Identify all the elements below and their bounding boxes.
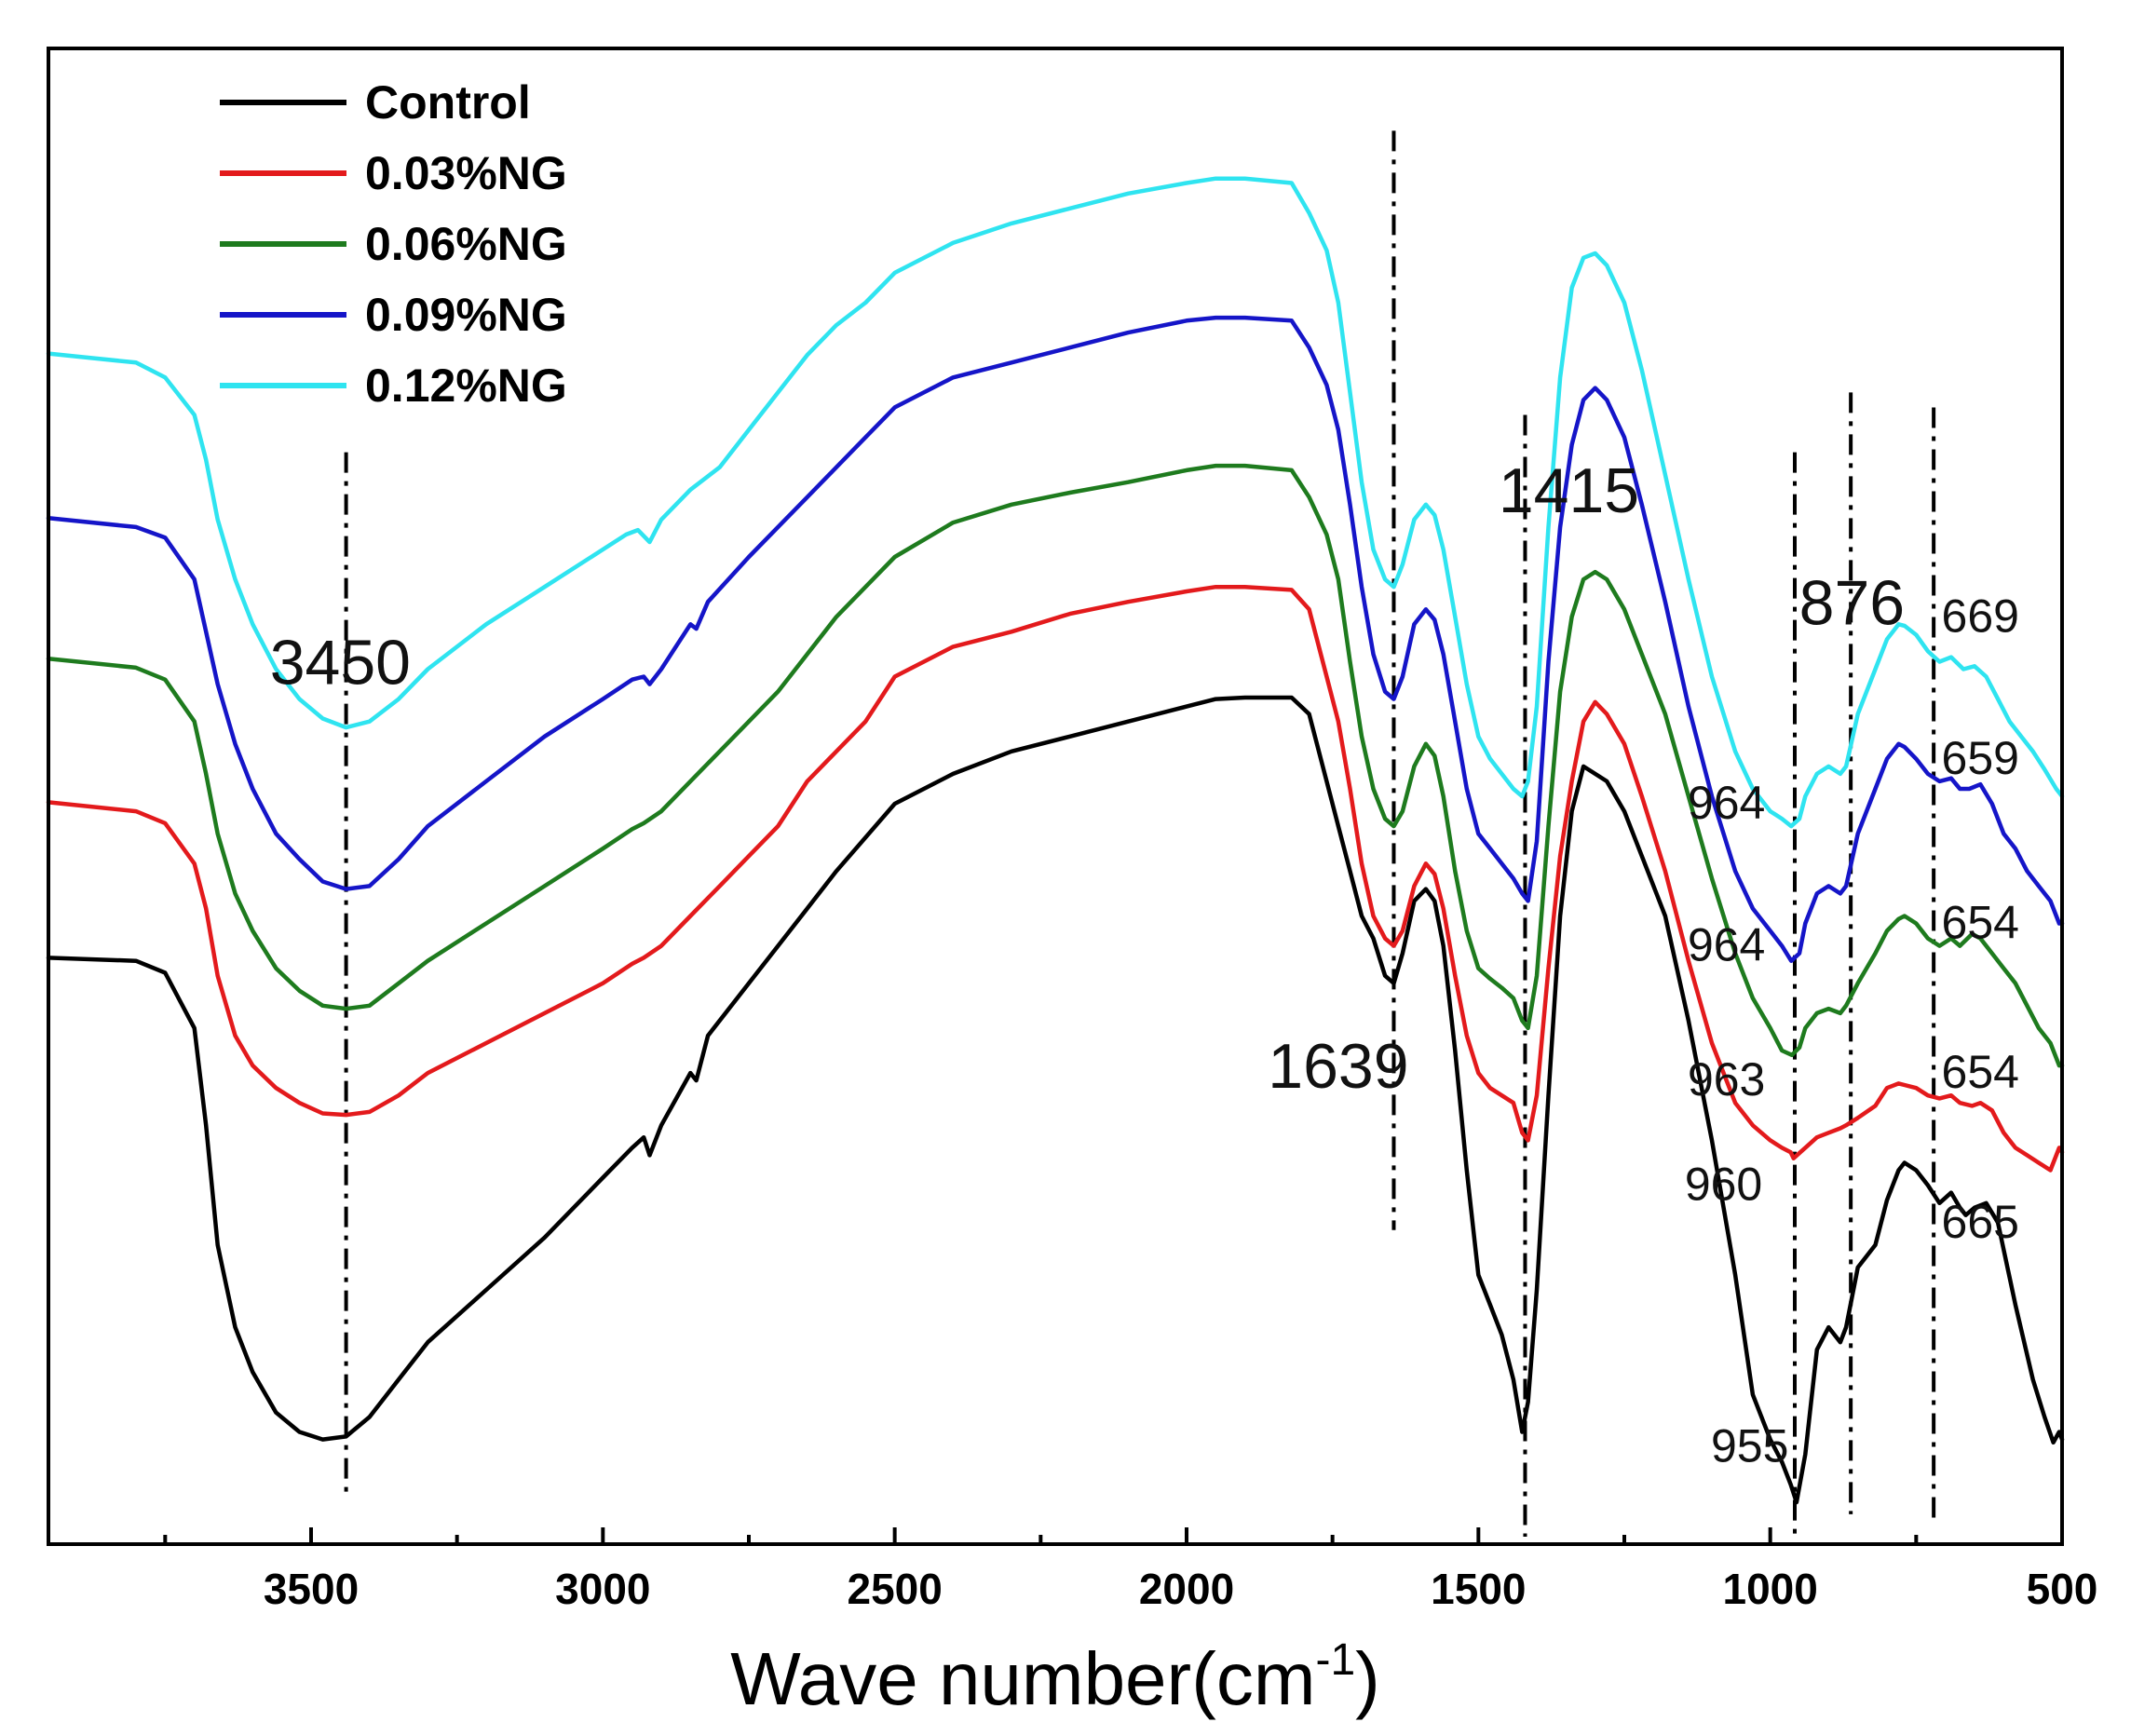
peak-label-669: 669	[1942, 590, 2019, 642]
x-tick-label: 2500	[847, 1565, 942, 1613]
series-line-0	[46, 695, 2065, 1505]
x-axis-title-close: )	[1355, 1637, 1380, 1720]
x-tick-label: 1500	[1431, 1565, 1526, 1613]
x-tick-label: 3000	[555, 1565, 650, 1613]
legend-label-4: 0.12%NG	[365, 359, 567, 412]
peak-label-964: 964	[1688, 919, 1765, 971]
series-line-3	[46, 315, 2065, 963]
series-line-4	[46, 176, 2065, 829]
peak-label-963: 963	[1688, 1053, 1765, 1105]
peak-label-1639: 1639	[1268, 1031, 1408, 1102]
plot-frame	[47, 47, 2064, 1546]
series-line-1	[46, 584, 2065, 1173]
reference-lines	[344, 130, 1936, 1537]
legend-label-0: Control	[365, 76, 531, 129]
legend: Control 0.03%NG 0.06%NG 0.09%NG 0.12%NG	[220, 76, 567, 412]
legend-label-1: 0.03%NG	[365, 147, 567, 199]
peak-label-654: 654	[1942, 1046, 2019, 1098]
peak-annotations: 3450 1639 1415 876 669 659 654 654 665 964 964 963 9…	[270, 455, 2019, 1472]
peak-label-3450: 3450	[270, 628, 411, 698]
peak-label-659: 659	[1942, 732, 2019, 784]
peak-label-665: 665	[1942, 1196, 2019, 1248]
peak-label-654: 654	[1942, 897, 2019, 949]
x-axis-ticks: 3500 3000 2500 2000 1500 1000 500	[163, 1527, 2098, 1613]
series-line-2	[46, 463, 2065, 1068]
legend-label-2: 0.06%NG	[365, 218, 567, 270]
x-axis-title: Wave number(cm-1)	[730, 1635, 1380, 1720]
x-axis-title-main: Wave number(cm	[730, 1637, 1315, 1720]
peak-label-955: 955	[1711, 1420, 1788, 1472]
x-axis-title-sup: -1	[1315, 1635, 1355, 1685]
series-lines	[46, 176, 2065, 1505]
x-tick-label: 2000	[1139, 1565, 1234, 1613]
legend-label-3: 0.09%NG	[365, 289, 567, 341]
peak-label-876: 876	[1799, 567, 1905, 638]
peak-label-964: 964	[1688, 777, 1765, 829]
x-tick-label: 1000	[1722, 1565, 1817, 1613]
x-tick-label: 500	[2027, 1565, 2098, 1613]
x-tick-label: 3500	[264, 1565, 359, 1613]
peak-label-960: 960	[1685, 1159, 1762, 1211]
peak-label-1415: 1415	[1499, 455, 1639, 526]
